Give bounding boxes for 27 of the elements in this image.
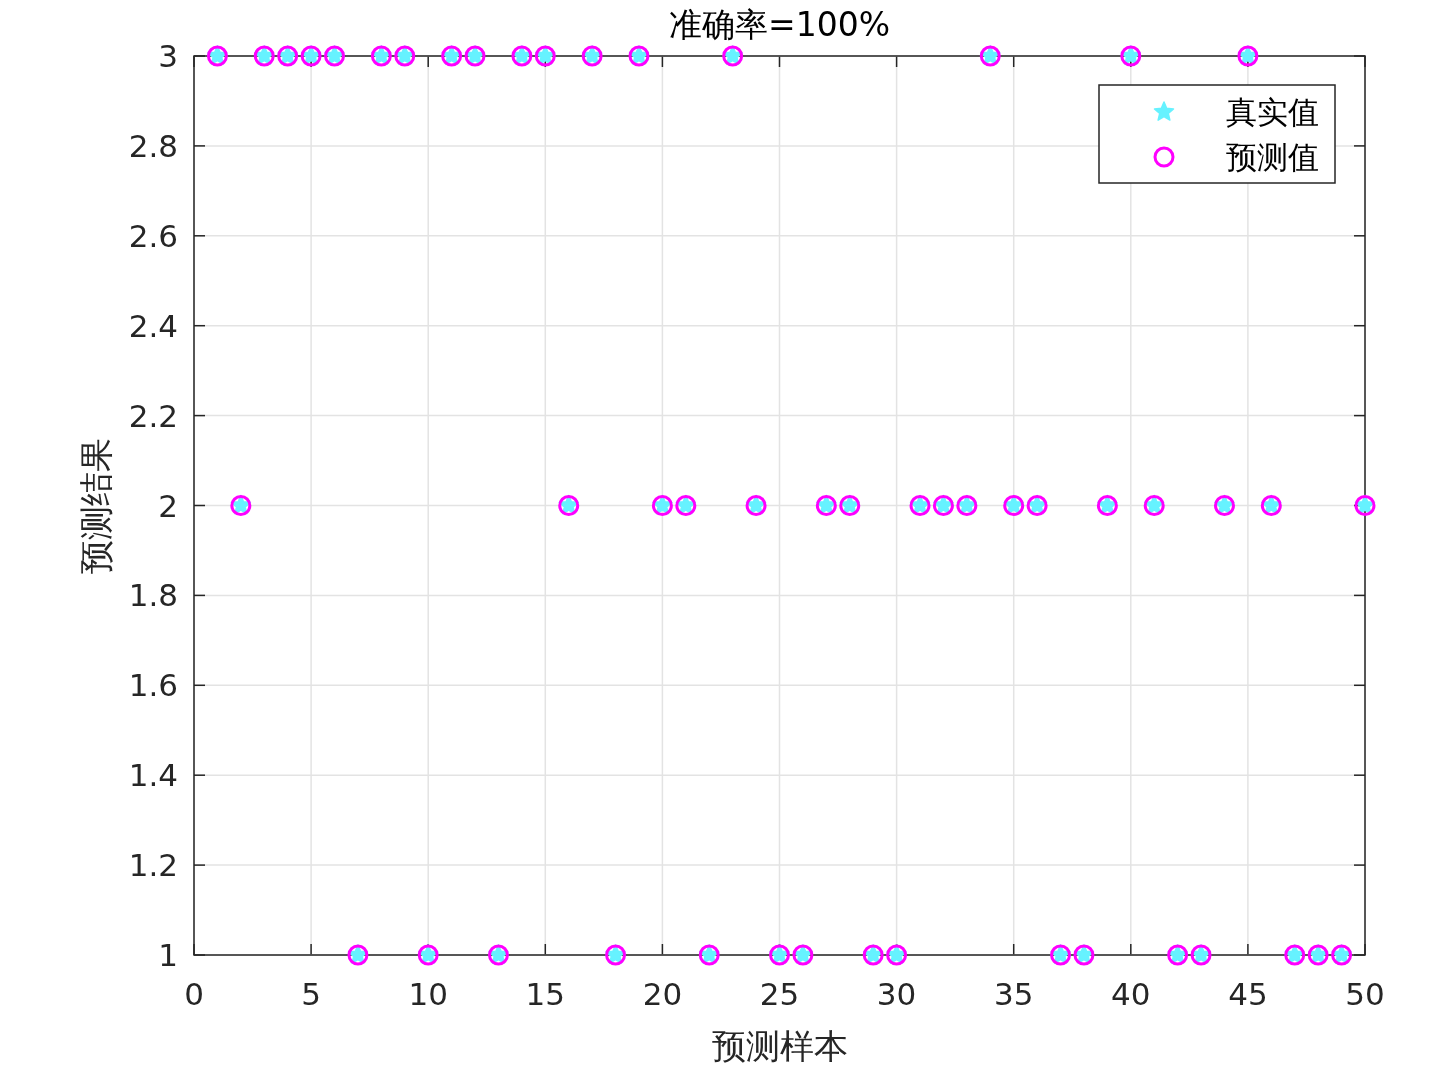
legend-label: 真实值 xyxy=(1226,94,1319,130)
y-tick-label: 2.6 xyxy=(128,217,178,254)
x-tick-label: 10 xyxy=(408,976,448,1012)
x-tick-label: 35 xyxy=(993,976,1034,1012)
x-tick-label: 5 xyxy=(301,976,321,1012)
x-tick-label: 50 xyxy=(1345,976,1385,1012)
y-tick-label: 1.8 xyxy=(128,577,178,614)
x-tick-label: 30 xyxy=(876,976,917,1012)
legend-label: 预测值 xyxy=(1226,139,1319,175)
y-tick-label: 2 xyxy=(158,487,178,524)
x-tick-label: 40 xyxy=(1111,976,1151,1012)
y-tick-label: 1.2 xyxy=(128,847,178,884)
y-tick-label: 1 xyxy=(158,937,178,973)
y-tick-label: 1.4 xyxy=(128,757,178,794)
y-tick-label: 1.6 xyxy=(128,667,178,704)
x-tick-label: 20 xyxy=(642,976,683,1012)
x-tick-label: 25 xyxy=(759,976,800,1012)
x-tick-label: 15 xyxy=(525,976,566,1012)
y-tick-label: 2.2 xyxy=(128,397,178,434)
y-tick-label: 3 xyxy=(158,38,178,74)
y-tick-label: 2.4 xyxy=(128,307,178,344)
x-tick-label: 45 xyxy=(1228,976,1268,1012)
x-axis-title: 预测样本 xyxy=(711,1026,848,1066)
x-tick-label: 0 xyxy=(184,976,204,1012)
chart-title: 准确率=100% xyxy=(669,5,890,44)
y-tick-label: 2.8 xyxy=(128,127,178,164)
y-axis-title: 预测结果 xyxy=(76,437,116,574)
